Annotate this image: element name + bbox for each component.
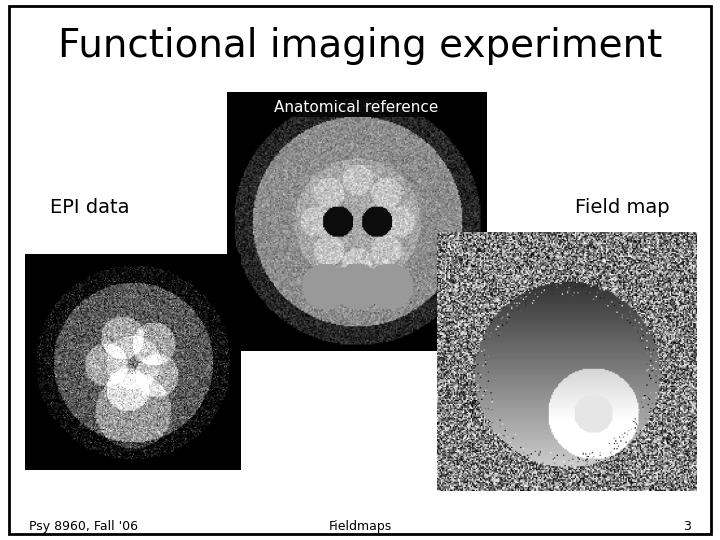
Text: Functional imaging experiment: Functional imaging experiment: [58, 27, 662, 65]
Text: Field map: Field map: [575, 198, 670, 218]
Text: Psy 8960, Fall '06: Psy 8960, Fall '06: [29, 520, 138, 533]
Text: Anatomical reference: Anatomical reference: [274, 99, 438, 114]
Text: EPI data: EPI data: [50, 198, 130, 218]
Text: 3: 3: [683, 520, 691, 533]
Text: Fieldmaps: Fieldmaps: [328, 520, 392, 533]
